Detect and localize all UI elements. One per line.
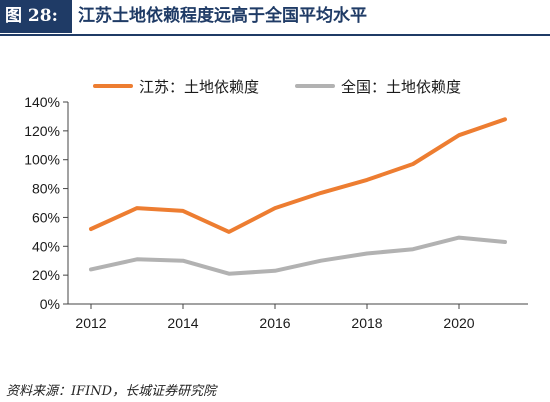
legend-label-2: 全国：土地依赖度 <box>341 78 461 96</box>
y-tick-label: 120% <box>24 123 60 139</box>
y-tick-label: 20% <box>32 267 60 283</box>
title-underline-rule <box>0 34 550 36</box>
x-tick-label: 2020 <box>443 315 474 331</box>
figure-title: 江苏土地依赖程度远高于全国平均水平 <box>78 6 367 26</box>
source-note: 资料来源：IFIND，长城证券研究院 <box>6 384 217 399</box>
y-tick-label: 40% <box>32 238 60 254</box>
x-tick-label: 2012 <box>75 315 106 331</box>
x-tick-label: 2018 <box>351 315 382 331</box>
figure-title-bar: 图 28: 江苏土地依赖程度远高于全国平均水平 <box>0 0 550 33</box>
legend-label-1: 江苏：土地依赖度 <box>139 78 259 96</box>
series-line-2 <box>89 235 507 276</box>
x-tick-label: 2014 <box>167 315 198 331</box>
y-tick-label: 0% <box>40 296 60 312</box>
y-tick-label: 80% <box>32 181 60 197</box>
y-tick-label: 100% <box>24 152 60 168</box>
y-tick-label: 60% <box>32 209 60 225</box>
figure-number-label: 图 28: <box>0 0 72 33</box>
y-tick-label: 140% <box>24 94 60 110</box>
line-chart: 0% 20% 40% 60% 80% 100% 120% 140% 2012 2014 2016 20… <box>24 78 528 331</box>
x-tick-label: 2016 <box>259 315 290 331</box>
series-line-1 <box>89 117 507 234</box>
